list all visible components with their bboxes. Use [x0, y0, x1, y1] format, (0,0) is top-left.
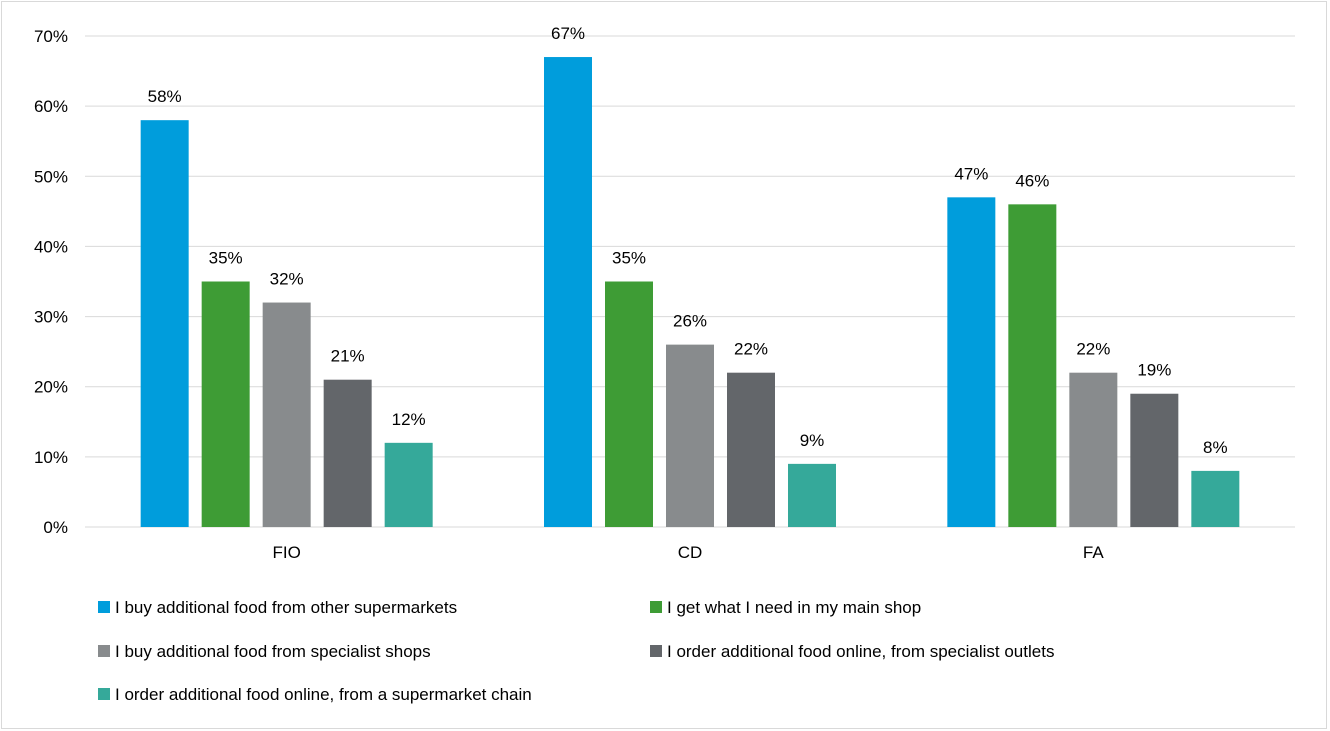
legend-swatch [650, 645, 662, 657]
legend-label: I buy additional food from specialist sh… [115, 642, 431, 661]
legend-swatch [98, 601, 110, 613]
legend-swatch [98, 645, 110, 657]
x-category-label: CD [678, 543, 703, 562]
x-category-label: FA [1083, 543, 1104, 562]
y-tick-label: 30% [34, 308, 68, 327]
bar [788, 463, 836, 527]
y-tick-label: 20% [34, 378, 68, 397]
legend-label: I get what I need in my main shop [667, 598, 921, 617]
data-label: 22% [734, 340, 768, 359]
data-label: 35% [612, 249, 646, 268]
bar [201, 281, 250, 527]
data-label: 58% [148, 87, 182, 106]
legend-label: I buy additional food from other superma… [115, 598, 457, 617]
data-label: 21% [331, 347, 365, 366]
data-label: 32% [270, 270, 304, 289]
data-label: 9% [800, 431, 825, 450]
bar [384, 442, 433, 527]
y-axis: 0% 10% 20% 30% 40% 50% 60% 70% [34, 27, 68, 537]
y-tick-label: 0% [43, 518, 68, 537]
legend-swatch [98, 688, 110, 700]
data-label: 12% [392, 410, 426, 429]
data-label: 8% [1203, 438, 1228, 457]
data-label: 19% [1137, 361, 1171, 380]
bar [323, 379, 372, 527]
data-labels: 58% 35% 32% 21% 12% 67% 35% 26% 22% 9% 47% 46% 22% 19… [148, 24, 1228, 457]
y-tick-label: 40% [34, 237, 68, 256]
data-label: 47% [954, 164, 988, 183]
bar [262, 302, 311, 527]
x-axis: FIO CD FA [272, 543, 1104, 562]
data-label: 67% [551, 24, 585, 43]
bar [727, 372, 775, 527]
bar [666, 344, 714, 527]
data-label: 22% [1076, 340, 1110, 359]
y-tick-label: 10% [34, 448, 68, 467]
bar [1008, 204, 1057, 528]
bar [140, 120, 189, 528]
y-tick-label: 70% [34, 27, 68, 46]
bar [1191, 470, 1240, 527]
legend-swatch [650, 601, 662, 613]
bar [544, 57, 592, 528]
legend: I buy additional food from other superma… [98, 598, 1054, 704]
bar [1130, 393, 1179, 527]
legend-label: I order additional food online, from a s… [115, 685, 532, 704]
data-label: 26% [673, 312, 707, 331]
bar [605, 281, 653, 527]
data-label: 35% [209, 249, 243, 268]
bar [1069, 372, 1118, 527]
bar [947, 197, 996, 528]
x-category-label: FIO [272, 543, 300, 562]
bars [140, 57, 1240, 528]
y-tick-label: 60% [34, 97, 68, 116]
legend-label: I order additional food online, from spe… [667, 642, 1054, 661]
y-tick-label: 50% [34, 167, 68, 186]
data-label: 46% [1015, 171, 1049, 190]
